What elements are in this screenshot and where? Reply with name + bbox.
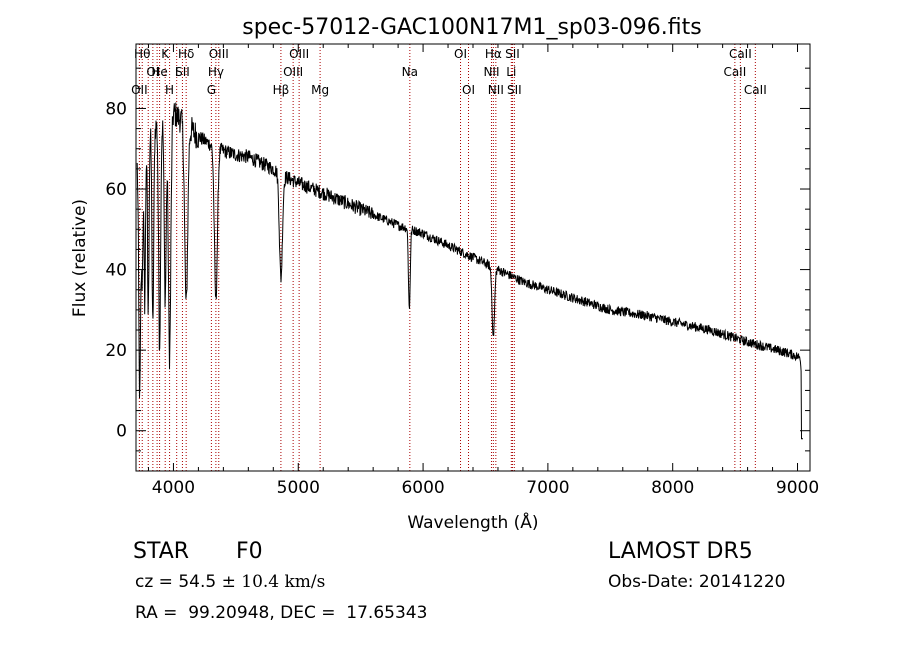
spectral-line-markers [138,44,756,471]
x-tick-label: 7000 [526,478,569,498]
spectral-line-label: NII [483,65,499,79]
y-tick-label: 80 [105,99,127,119]
x-tick-label: 5000 [277,478,320,498]
coordinates: RA = 99.20948, DEC = 17.65343 [135,603,428,623]
spectral-line-label: Hα [485,47,502,61]
x-tick-label: 9000 [776,478,819,498]
spectral-line-label: G [207,83,216,97]
object-subclass: F0 [236,539,263,564]
spectral-line-label: Na [402,65,418,79]
plus-minus-sign: ± [216,572,242,592]
spectral-line-label: Hβ [273,83,290,97]
spectral-line-label: OIII [289,47,309,61]
spectral-line-labels: OIIHθOIHeKHISIIHδGHγOIIIHβOIIIOIIIMgNaOI… [131,47,767,97]
spectral-line-label: CaII [744,83,767,97]
spectral-line-label: Hδ [178,47,194,61]
spectral-line-label: OIII [283,65,303,79]
y-axis-label: Flux (relative) [70,199,90,317]
spectral-line-label: Li [506,65,516,79]
y-tick-label: 40 [105,261,127,281]
y-tick-label: 0 [116,422,127,442]
y-tick-label: 20 [105,341,127,361]
spectral-line-label: OIII [209,47,229,61]
spectral-line-label: I [175,65,179,79]
spectral-line-label: OI [146,65,159,79]
spectral-line-label: NII [488,83,504,97]
x-tick-label: 4000 [152,478,195,498]
x-axis: 4000 5000 6000 7000 8000 9000 [147,44,819,498]
spectral-line-label: Hγ [208,65,224,79]
x-tick-label: 8000 [651,478,694,498]
spectral-line-label: OI [454,47,467,61]
spectral-line-label: SII [507,83,522,97]
spectral-line-label: OI [462,83,475,97]
spectral-line-label: Hθ [134,47,150,61]
spectral-line-label: CaII [723,65,746,79]
y-tick-label: 60 [105,180,127,200]
spectral-line-label: SII [505,47,520,61]
object-class: STAR [133,539,190,564]
flux-series-line [136,102,803,440]
spectral-line-label: OII [131,83,148,97]
spectral-line-label: K [161,47,170,61]
spectral-line-label: Mg [311,83,329,97]
chart-title: spec-57012-GAC100N17M1_sp03-096.fits [242,15,702,40]
spectral-line-label: He [151,65,167,79]
observation-date: Obs-Date: 20141220 [608,572,786,592]
survey-name: LAMOST DR5 [608,539,753,564]
y-axis: 0 20 40 60 80 [105,67,810,452]
x-tick-label: 6000 [401,478,444,498]
cz-label: cz = [135,572,179,592]
cz-value: 54.5 [178,572,217,592]
spectral-line-label: CaII [729,47,752,61]
spectral-line-label: SII [175,65,190,79]
x-axis-label: Wavelength (Å) [407,511,538,533]
cz-error: 10.4 km/s [241,572,326,592]
spectral-line-label: H [165,83,174,97]
redshift-line: cz = 54.5 ± 10.4 km/s [135,572,325,592]
